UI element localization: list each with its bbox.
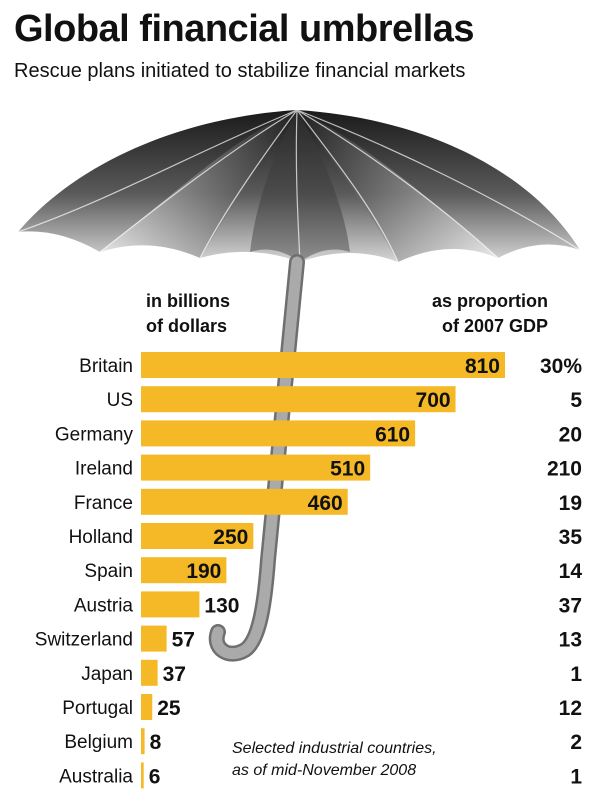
page-subtitle: Rescue plans initiated to stabilize fina…	[14, 60, 466, 82]
gdp-label: 13	[559, 629, 582, 652]
bar-britain	[141, 352, 505, 378]
category-label: Holland	[69, 527, 133, 548]
gdp-label: 12	[559, 697, 582, 720]
gdp-label: 30%	[540, 355, 582, 378]
category-label: Britain	[79, 356, 133, 377]
category-label: Germany	[55, 424, 134, 445]
gdp-header-line1: as proportion	[432, 291, 548, 311]
value-label: 460	[308, 492, 343, 515]
category-label: Australia	[59, 766, 133, 787]
gdp-label: 2	[570, 731, 582, 754]
dollars-header-line2: of dollars	[146, 316, 228, 336]
gdp-label: 37	[559, 594, 582, 617]
gdp-label: 1	[570, 663, 582, 686]
category-label: Spain	[84, 561, 133, 582]
gdp-label: 14	[559, 560, 583, 583]
bar-belgium	[141, 728, 145, 755]
value-label: 510	[330, 458, 365, 481]
dollars-header-line1: in billions	[146, 291, 230, 311]
value-label: 810	[465, 355, 500, 378]
gdp-header-line2: of 2007 GDP	[441, 316, 548, 336]
gdp-label: 210	[547, 458, 582, 481]
bar-austria	[141, 591, 200, 618]
footnote-line1: Selected industrial countries,	[232, 740, 437, 757]
bar-france	[141, 488, 348, 515]
category-label: Portugal	[62, 698, 133, 719]
bar-holland	[141, 523, 254, 549]
gdp-label: 1	[570, 765, 582, 788]
bar-spain	[141, 557, 227, 584]
value-label: 610	[375, 423, 410, 446]
bar-germany	[141, 420, 416, 447]
value-label: 8	[150, 731, 162, 754]
category-label: Ireland	[75, 459, 133, 480]
value-label: 57	[172, 629, 195, 652]
footnote-line2: as of mid-November 2008	[232, 762, 417, 779]
value-label: 250	[213, 526, 248, 549]
value-label: 37	[163, 663, 186, 686]
gdp-label: 5	[570, 389, 582, 412]
category-label: Belgium	[64, 732, 133, 753]
category-label: Austria	[74, 595, 134, 616]
value-label: 6	[149, 765, 161, 788]
value-label: 130	[204, 594, 239, 617]
bar-ireland	[141, 454, 371, 481]
bar-us	[141, 386, 456, 413]
page-title: Global financial umbrellas	[14, 8, 475, 50]
bar-switzerland	[141, 625, 167, 652]
footnote: Selected industrial countries, as of mid…	[232, 738, 437, 782]
value-label: 700	[416, 389, 451, 412]
bar-portugal	[141, 694, 153, 720]
gdp-label: 19	[559, 492, 582, 515]
value-label: 25	[157, 697, 181, 720]
category-label: US	[107, 390, 133, 411]
category-label: France	[74, 493, 133, 514]
dollars-column-header: in billions of dollars	[146, 289, 230, 339]
value-label: 190	[186, 560, 221, 583]
gdp-label: 35	[559, 526, 583, 549]
category-label: Switzerland	[35, 630, 133, 651]
category-label: Japan	[81, 664, 133, 685]
bar-australia	[141, 762, 144, 789]
gdp-label: 20	[559, 423, 582, 446]
gdp-column-header: as proportion of 2007 GDP	[432, 289, 548, 339]
bar-japan	[141, 659, 158, 686]
